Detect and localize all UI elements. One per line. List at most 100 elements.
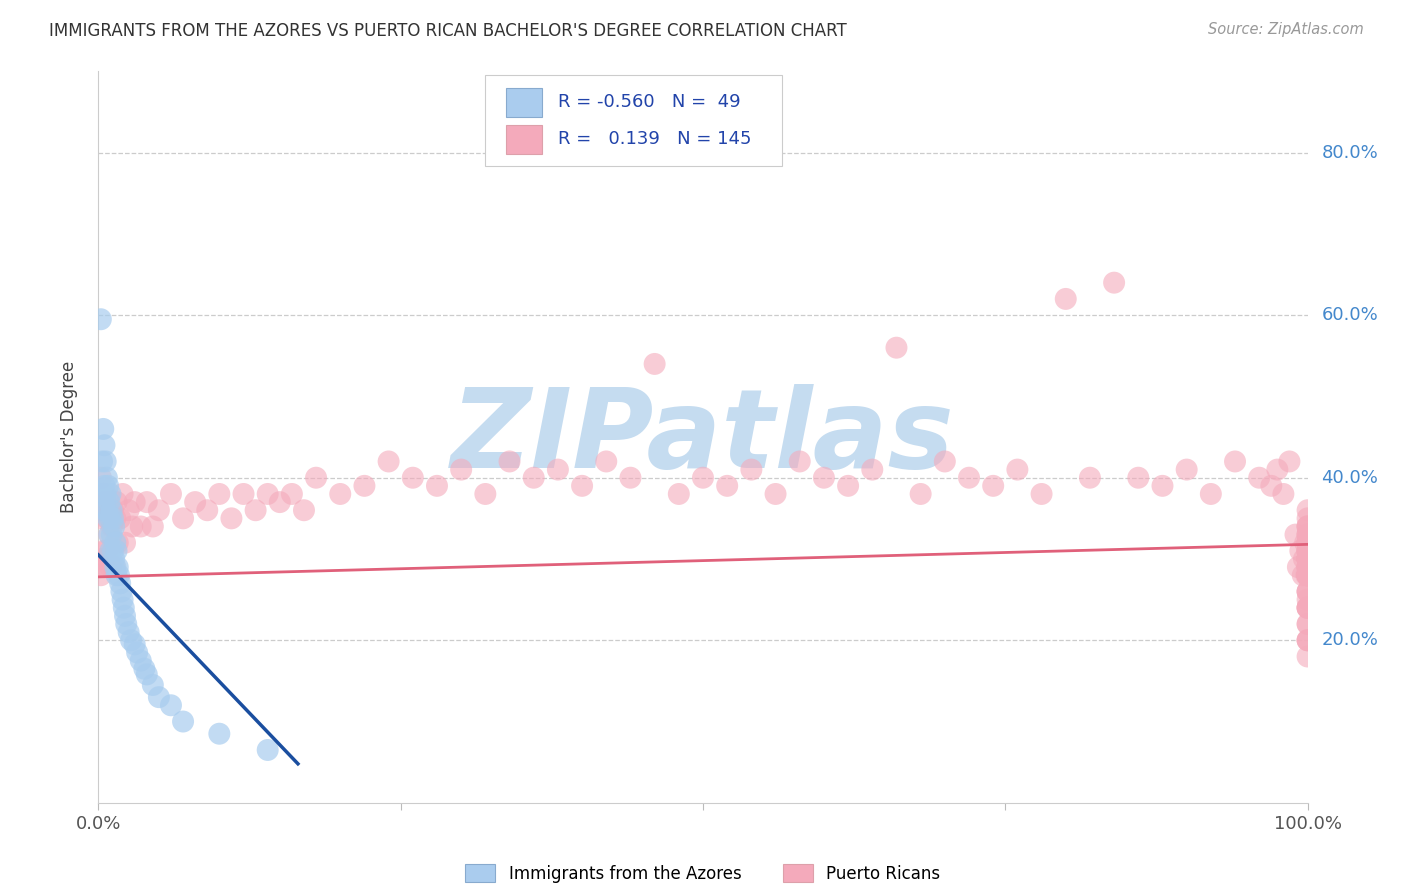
Point — [105, 544, 128, 558]
Point — [93, 438, 115, 452]
Point — [547, 462, 569, 476]
Point — [98, 495, 121, 509]
Point — [860, 462, 883, 476]
Point — [934, 454, 956, 468]
Point — [1296, 535, 1319, 549]
Point — [97, 479, 120, 493]
Point — [1296, 560, 1319, 574]
Point — [100, 503, 122, 517]
Point — [121, 519, 143, 533]
Point — [789, 454, 811, 468]
Point — [107, 535, 129, 549]
Point — [957, 471, 980, 485]
Point — [498, 454, 520, 468]
Y-axis label: Bachelor's Degree: Bachelor's Degree — [59, 361, 77, 513]
Point — [1054, 292, 1077, 306]
Point — [135, 667, 157, 681]
Point — [103, 552, 125, 566]
Point — [1199, 487, 1222, 501]
Point — [1296, 560, 1319, 574]
Point — [1175, 462, 1198, 476]
Point — [1296, 511, 1319, 525]
Point — [1296, 568, 1319, 582]
Text: R = -0.560   N =  49: R = -0.560 N = 49 — [558, 94, 741, 112]
Point — [91, 511, 114, 525]
Point — [1296, 552, 1319, 566]
Point — [108, 568, 131, 582]
Point — [269, 495, 291, 509]
Point — [127, 645, 149, 659]
Legend: Immigrants from the Azores, Puerto Ricans: Immigrants from the Azores, Puerto Rican… — [458, 857, 948, 889]
Point — [120, 633, 142, 648]
Point — [1296, 633, 1319, 648]
Point — [172, 714, 194, 729]
Point — [142, 519, 165, 533]
Point — [910, 487, 932, 501]
Point — [1296, 535, 1319, 549]
Point — [377, 454, 399, 468]
Point — [98, 527, 121, 541]
Point — [195, 503, 218, 517]
Point — [100, 487, 122, 501]
Text: ZIPatlas: ZIPatlas — [451, 384, 955, 491]
Point — [886, 341, 908, 355]
Point — [1267, 462, 1289, 476]
Point — [118, 625, 141, 640]
Point — [1078, 471, 1101, 485]
Point — [90, 312, 112, 326]
Point — [256, 487, 278, 501]
Point — [114, 608, 136, 623]
Point — [101, 544, 124, 558]
Point — [134, 662, 156, 676]
Point — [129, 654, 152, 668]
Point — [1296, 560, 1319, 574]
Point — [1296, 617, 1319, 632]
Text: Source: ZipAtlas.com: Source: ZipAtlas.com — [1208, 22, 1364, 37]
Point — [1286, 560, 1309, 574]
Point — [104, 511, 127, 525]
Point — [281, 487, 304, 501]
Point — [1295, 568, 1317, 582]
Point — [1296, 535, 1319, 549]
Point — [93, 479, 115, 493]
Point — [668, 487, 690, 501]
Point — [1296, 560, 1319, 574]
Point — [208, 487, 231, 501]
Point — [1296, 600, 1319, 615]
Point — [619, 471, 641, 485]
Point — [142, 678, 165, 692]
Point — [329, 487, 352, 501]
Point — [108, 511, 131, 525]
Point — [1007, 462, 1029, 476]
Point — [1296, 544, 1319, 558]
Text: IMMIGRANTS FROM THE AZORES VS PUERTO RICAN BACHELOR'S DEGREE CORRELATION CHART: IMMIGRANTS FROM THE AZORES VS PUERTO RIC… — [49, 22, 846, 40]
Point — [172, 511, 194, 525]
Point — [124, 637, 146, 651]
Point — [765, 487, 787, 501]
Point — [111, 487, 134, 501]
Text: 40.0%: 40.0% — [1322, 468, 1378, 487]
Point — [110, 584, 132, 599]
Point — [1223, 454, 1246, 468]
Point — [94, 544, 117, 558]
Point — [97, 503, 120, 517]
Point — [1296, 519, 1319, 533]
Point — [93, 503, 115, 517]
Point — [1296, 552, 1319, 566]
Point — [98, 527, 121, 541]
Point — [1296, 527, 1319, 541]
Point — [124, 495, 146, 509]
Point — [981, 479, 1004, 493]
FancyBboxPatch shape — [506, 125, 543, 153]
Point — [91, 552, 114, 566]
Point — [160, 698, 183, 713]
Point — [1294, 535, 1316, 549]
Point — [1289, 544, 1312, 558]
Point — [426, 479, 449, 493]
Point — [97, 511, 120, 525]
Point — [93, 560, 115, 574]
Point — [1296, 600, 1319, 615]
Point — [101, 503, 124, 517]
Point — [837, 479, 859, 493]
Point — [1296, 560, 1319, 574]
